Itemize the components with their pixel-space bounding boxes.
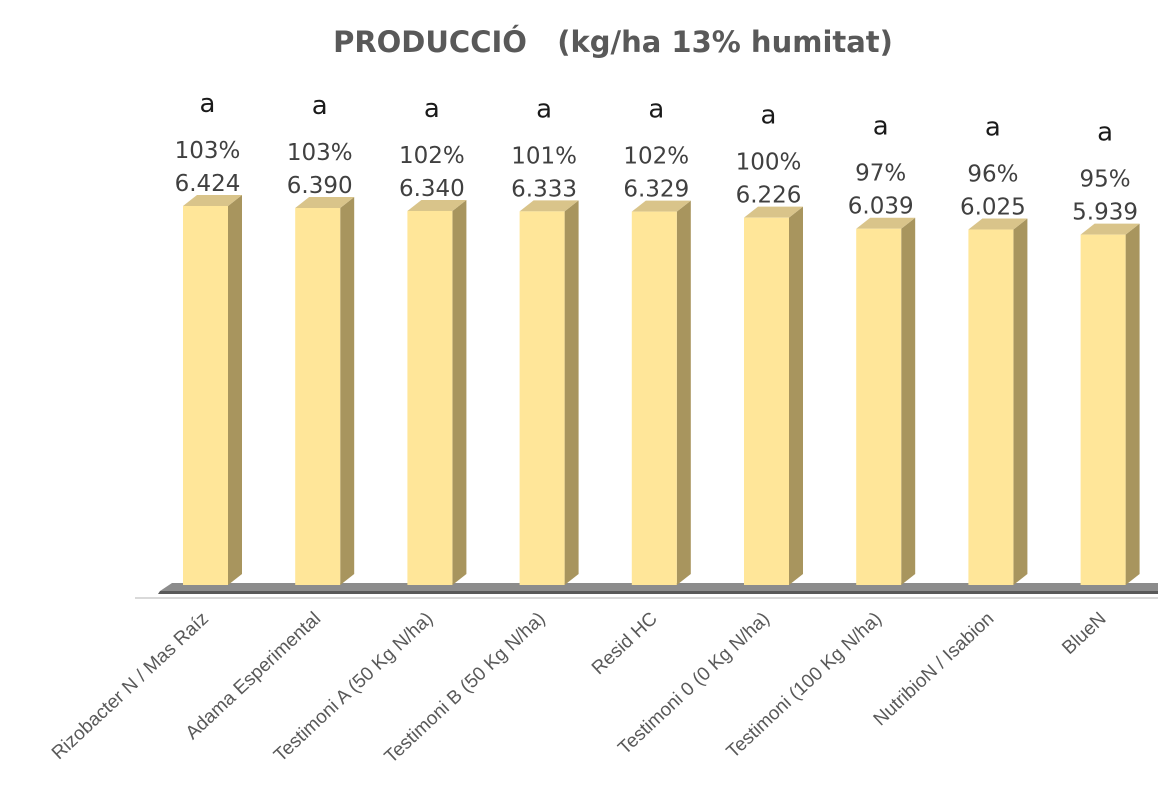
bar bbox=[519, 200, 579, 585]
significance-letter: a bbox=[648, 95, 664, 125]
bar-side bbox=[1013, 218, 1028, 585]
category-label: Rizobacter N / Mas Raíz bbox=[48, 608, 213, 764]
value-label: 6.329 bbox=[623, 177, 689, 203]
bar-top bbox=[183, 195, 242, 206]
significance-letter: a bbox=[424, 94, 440, 124]
bar-top bbox=[295, 197, 355, 209]
value-label: 5.939 bbox=[1072, 200, 1138, 226]
bar-top bbox=[856, 217, 916, 229]
bar-side bbox=[340, 197, 355, 585]
data-labels-group: 6.424 103% a 6.390 103% a 6.340 102% a 6.333 101% a… bbox=[175, 89, 1138, 226]
value-label: 6.226 bbox=[736, 183, 802, 209]
category-label: NutribioN / Isabion bbox=[870, 608, 999, 730]
significance-letter: a bbox=[1097, 118, 1113, 148]
bar-side bbox=[228, 195, 242, 585]
percent-label: 95% bbox=[1080, 167, 1131, 193]
bar-front bbox=[1080, 234, 1126, 586]
bar-side bbox=[564, 200, 579, 585]
bar-front bbox=[407, 210, 453, 585]
bar-front bbox=[519, 211, 565, 585]
bar-top bbox=[519, 200, 579, 212]
category-label: BlueN bbox=[1058, 608, 1110, 659]
bar-front bbox=[744, 217, 789, 585]
bar-top bbox=[968, 218, 1028, 230]
bar-front bbox=[631, 211, 677, 585]
bar-top bbox=[1080, 223, 1140, 235]
value-label: 6.025 bbox=[960, 195, 1026, 221]
bar bbox=[407, 199, 467, 585]
bar-top bbox=[407, 199, 467, 211]
bar bbox=[295, 197, 355, 585]
percent-label: 103% bbox=[175, 138, 241, 164]
bar bbox=[744, 206, 803, 585]
bar-front bbox=[968, 229, 1014, 585]
percent-label: 97% bbox=[855, 161, 906, 187]
value-label: 6.424 bbox=[175, 171, 241, 197]
value-label: 6.039 bbox=[848, 194, 914, 220]
value-label: 6.333 bbox=[511, 176, 577, 202]
bar-side bbox=[676, 200, 691, 585]
percent-label: 103% bbox=[287, 140, 353, 166]
percent-label: 100% bbox=[736, 150, 802, 176]
significance-letter: a bbox=[985, 113, 1001, 143]
bar bbox=[631, 200, 691, 585]
bar-side bbox=[452, 199, 467, 585]
bar-side bbox=[1125, 223, 1140, 586]
percent-label: 101% bbox=[511, 143, 577, 169]
bars-group bbox=[183, 195, 1140, 586]
bar bbox=[968, 218, 1028, 585]
significance-letter: a bbox=[312, 91, 328, 121]
bar bbox=[183, 195, 242, 585]
bar-top bbox=[744, 206, 803, 218]
bar-side bbox=[789, 206, 803, 585]
significance-letter: a bbox=[761, 101, 777, 131]
chart-title: PRODUCCIÓ (kg/ha 13% humitat) bbox=[333, 25, 893, 59]
significance-letter: a bbox=[536, 94, 552, 124]
significance-letter: a bbox=[200, 89, 216, 119]
floor-edge bbox=[158, 591, 1158, 594]
significance-letter: a bbox=[873, 112, 889, 142]
category-label: Resid HC bbox=[588, 608, 662, 679]
percent-label: 102% bbox=[399, 143, 465, 169]
bar-front bbox=[183, 206, 228, 585]
bar-front bbox=[295, 208, 341, 585]
value-label: 6.390 bbox=[287, 173, 353, 199]
percent-label: 96% bbox=[967, 162, 1018, 188]
value-label: 6.340 bbox=[399, 176, 465, 202]
bar bbox=[856, 217, 916, 585]
bar-front bbox=[856, 228, 902, 585]
bar-top bbox=[631, 200, 691, 212]
percent-label: 102% bbox=[623, 144, 689, 170]
bar bbox=[1080, 223, 1140, 586]
bar-side bbox=[901, 217, 916, 585]
